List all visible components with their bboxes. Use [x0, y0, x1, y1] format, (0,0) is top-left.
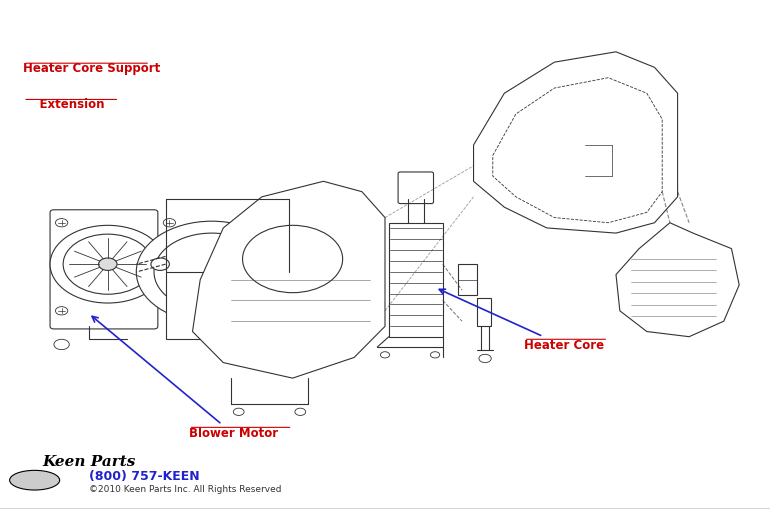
Circle shape	[151, 258, 169, 270]
FancyBboxPatch shape	[50, 210, 158, 329]
Text: Keen Parts: Keen Parts	[42, 455, 136, 469]
Text: Heater Core Support: Heater Core Support	[23, 62, 160, 75]
FancyBboxPatch shape	[458, 264, 477, 295]
Polygon shape	[616, 223, 739, 337]
Circle shape	[54, 339, 69, 350]
Circle shape	[295, 408, 306, 415]
Ellipse shape	[9, 470, 60, 490]
Circle shape	[55, 219, 68, 227]
Circle shape	[233, 408, 244, 415]
Circle shape	[55, 307, 68, 315]
Circle shape	[154, 233, 270, 311]
FancyBboxPatch shape	[477, 298, 491, 326]
Circle shape	[163, 219, 176, 227]
Circle shape	[380, 352, 390, 358]
Circle shape	[243, 225, 343, 293]
Circle shape	[63, 234, 152, 294]
FancyBboxPatch shape	[166, 272, 289, 339]
Text: Blower Motor: Blower Motor	[92, 316, 278, 440]
Text: ©2010 Keen Parts Inc. All Rights Reserved: ©2010 Keen Parts Inc. All Rights Reserve…	[89, 485, 281, 494]
Text: Heater Core: Heater Core	[439, 289, 604, 352]
Circle shape	[479, 354, 491, 363]
Polygon shape	[474, 52, 678, 233]
Text: (800) 757-KEEN: (800) 757-KEEN	[89, 470, 199, 483]
FancyBboxPatch shape	[389, 223, 443, 337]
Circle shape	[136, 221, 287, 323]
Polygon shape	[493, 78, 662, 223]
FancyBboxPatch shape	[398, 172, 434, 204]
Polygon shape	[192, 181, 385, 378]
Circle shape	[430, 352, 440, 358]
Circle shape	[99, 258, 117, 270]
Circle shape	[50, 225, 166, 303]
Text: Extension: Extension	[23, 98, 105, 111]
